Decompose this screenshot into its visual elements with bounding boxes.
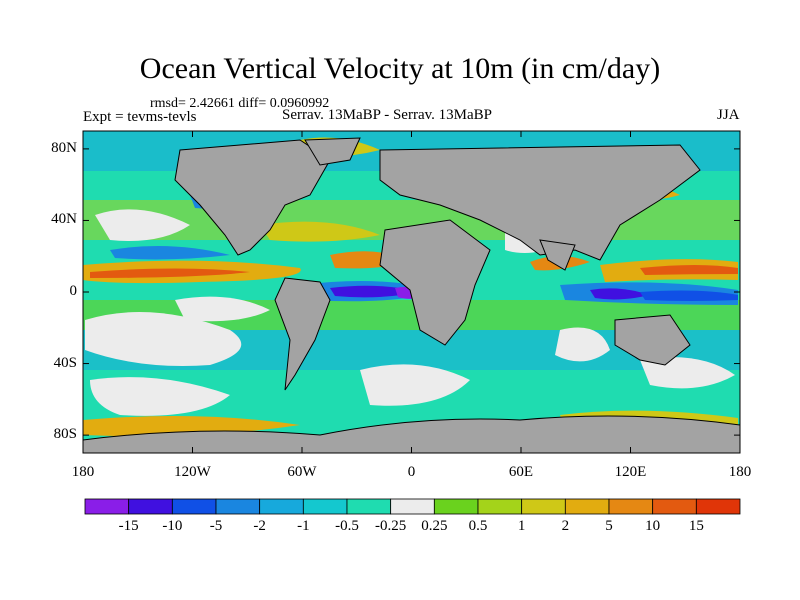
colorbar-swatch [652, 498, 697, 515]
lon-tick-label: 0 [407, 464, 416, 480]
colorbar-swatch [521, 498, 566, 515]
lon-tick-label: 180 [728, 464, 752, 480]
colorbar-swatch [433, 498, 479, 515]
colorbar-swatch [346, 498, 392, 515]
experiment-label: Expt = tevms-tevls [83, 109, 197, 125]
colorbar-label: -0.5 [335, 518, 359, 534]
colorbar-label: 0.25 [421, 518, 448, 534]
cases-label: Serrav. 13MaBP - Serrav. 13MaBP [282, 107, 492, 123]
lat-tick-label: 0 [69, 283, 78, 299]
season-label: JJA [717, 107, 740, 123]
colorbar-swatch [171, 498, 217, 515]
colorbar-label: -0.25 [375, 518, 407, 534]
colorbar-swatch [259, 498, 304, 515]
colorbar-swatch [390, 498, 435, 515]
colorbar-swatch [302, 498, 348, 515]
colorbar-label: 15 [688, 518, 704, 534]
lat-tick-label: 40S [53, 354, 77, 371]
lon-tick-label: 120W [174, 464, 211, 480]
colorbar-swatch [608, 498, 654, 515]
stats-label: rmsd= 2.42661 diff= 0.0960992 [150, 96, 330, 111]
lat-tick-label: 80S [53, 426, 77, 443]
colorbar-label: 0.5 [468, 518, 488, 534]
colorbar-swatch [128, 498, 173, 515]
land-masses [83, 137, 740, 453]
lon-tick-label: 60W [287, 464, 317, 480]
colorbar-swatch [695, 498, 741, 515]
colorbar-label: -5 [209, 518, 223, 534]
colorbar-swatch [477, 498, 523, 515]
colorbar-label: 1 [517, 518, 526, 534]
colorbar-label: -1 [297, 518, 310, 534]
colorbar-label: 5 [605, 518, 613, 534]
colorbar-label: -10 [162, 518, 183, 534]
colorbar [84, 498, 741, 515]
lon-tick-label: 60E [508, 464, 534, 480]
page-title: Ocean Vertical Velocity at 10m (in cm/da… [139, 52, 661, 85]
lon-tick-label: 180 [71, 464, 95, 480]
lat-tick-label: 80N [51, 139, 77, 156]
lon-tick-label: 120E [614, 464, 647, 480]
colorbar-label: 10 [645, 518, 661, 534]
colorbar-label: -15 [118, 518, 139, 534]
colorbar-label: 2 [561, 518, 570, 534]
colorbar-label: -2 [253, 518, 266, 534]
colorbar-swatch [84, 498, 130, 515]
colorbar-swatch [215, 498, 261, 515]
lat-tick-label: 40N [51, 211, 77, 228]
velocity-field [83, 131, 740, 453]
map-ticks [82, 131, 741, 453]
colorbar-swatch [564, 498, 610, 515]
